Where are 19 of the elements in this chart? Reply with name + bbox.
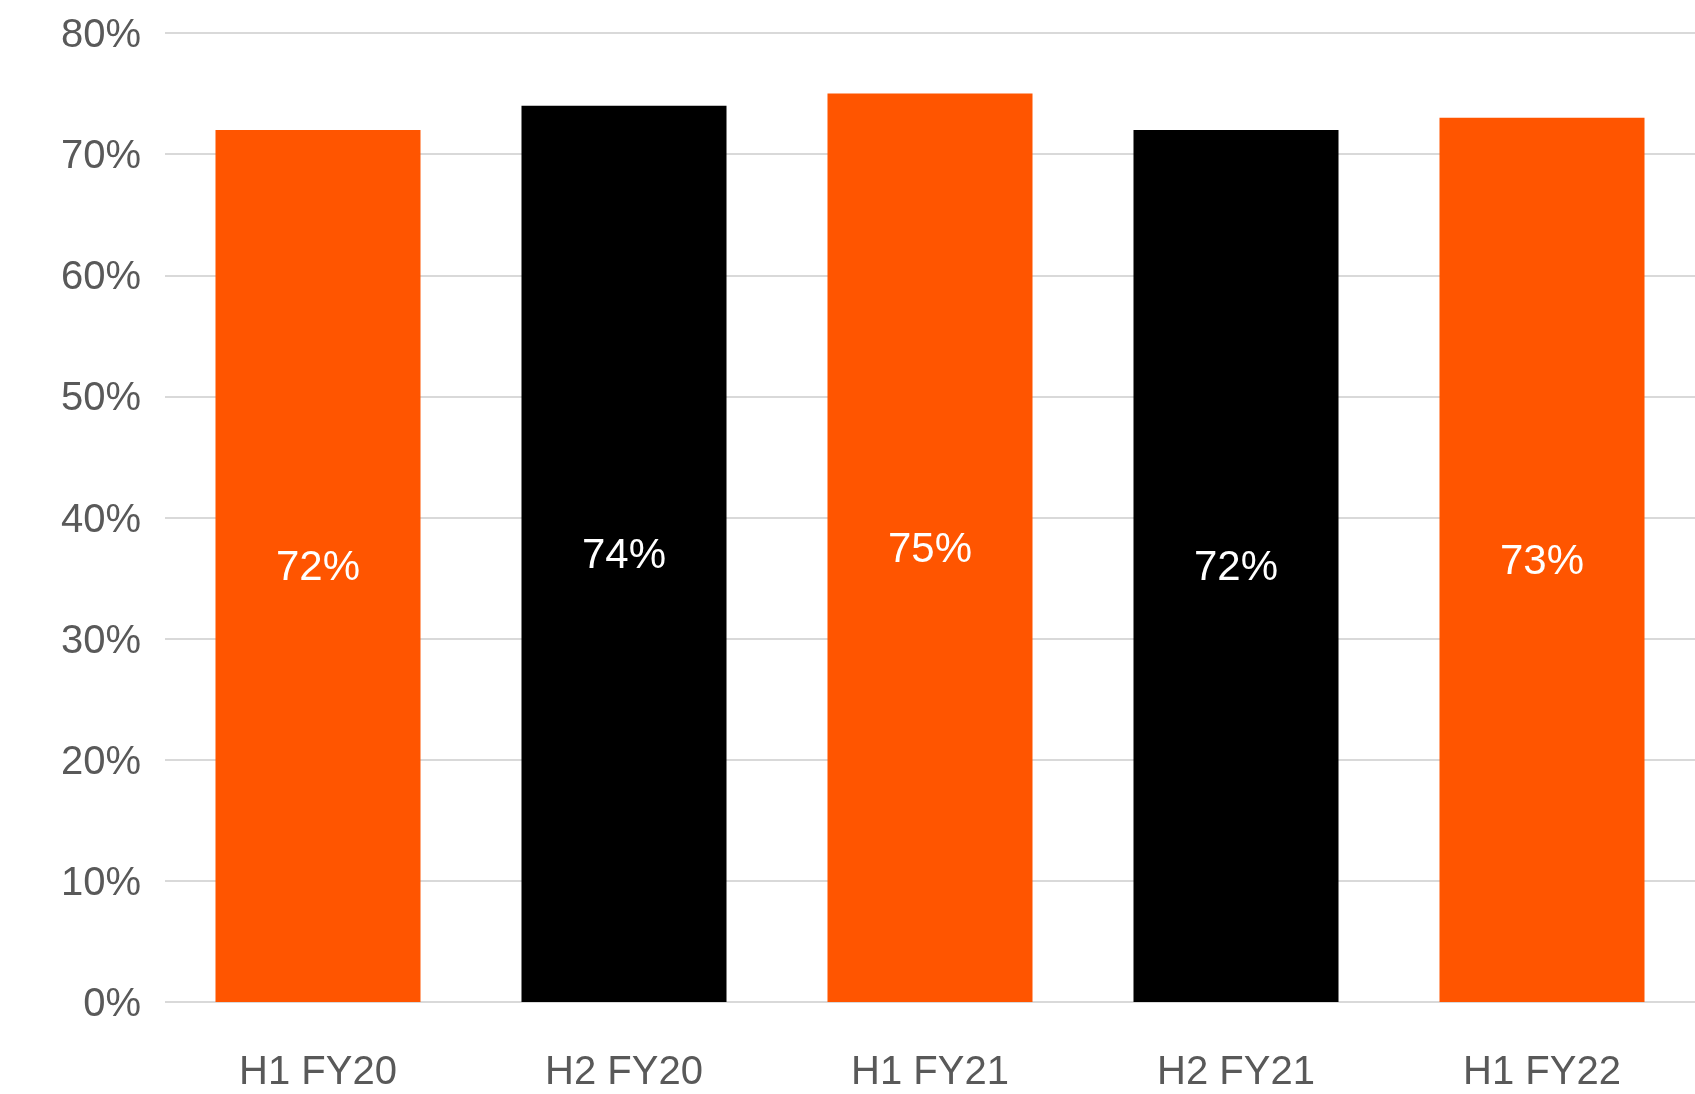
y-tick-label: 60%: [60, 253, 141, 298]
y-tick-label: 50%: [60, 374, 141, 419]
y-tick-label: 40%: [60, 495, 141, 540]
data-label: 72%: [275, 542, 361, 590]
x-tick-label: H1 FY20: [239, 1048, 397, 1092]
data-label: 72%: [1193, 542, 1279, 590]
x-tick-label: H1 FY21: [851, 1048, 1009, 1092]
data-label: 74%: [581, 530, 667, 578]
x-tick-label: H2 FY21: [1157, 1048, 1315, 1092]
x-tick-label: H2 FY20: [545, 1048, 703, 1092]
y-tick-label: 70%: [60, 132, 141, 177]
y-tick-label: 10%: [60, 858, 141, 903]
data-label: 75%: [887, 524, 973, 572]
y-tick-label: 80%: [60, 11, 141, 55]
x-tick-label: H1 FY22: [1463, 1048, 1621, 1092]
y-tick-label: 20%: [60, 737, 141, 782]
y-tick-label: 30%: [60, 616, 141, 661]
data-label: 73%: [1499, 536, 1585, 584]
y-tick-label: 0%: [83, 980, 141, 1024]
